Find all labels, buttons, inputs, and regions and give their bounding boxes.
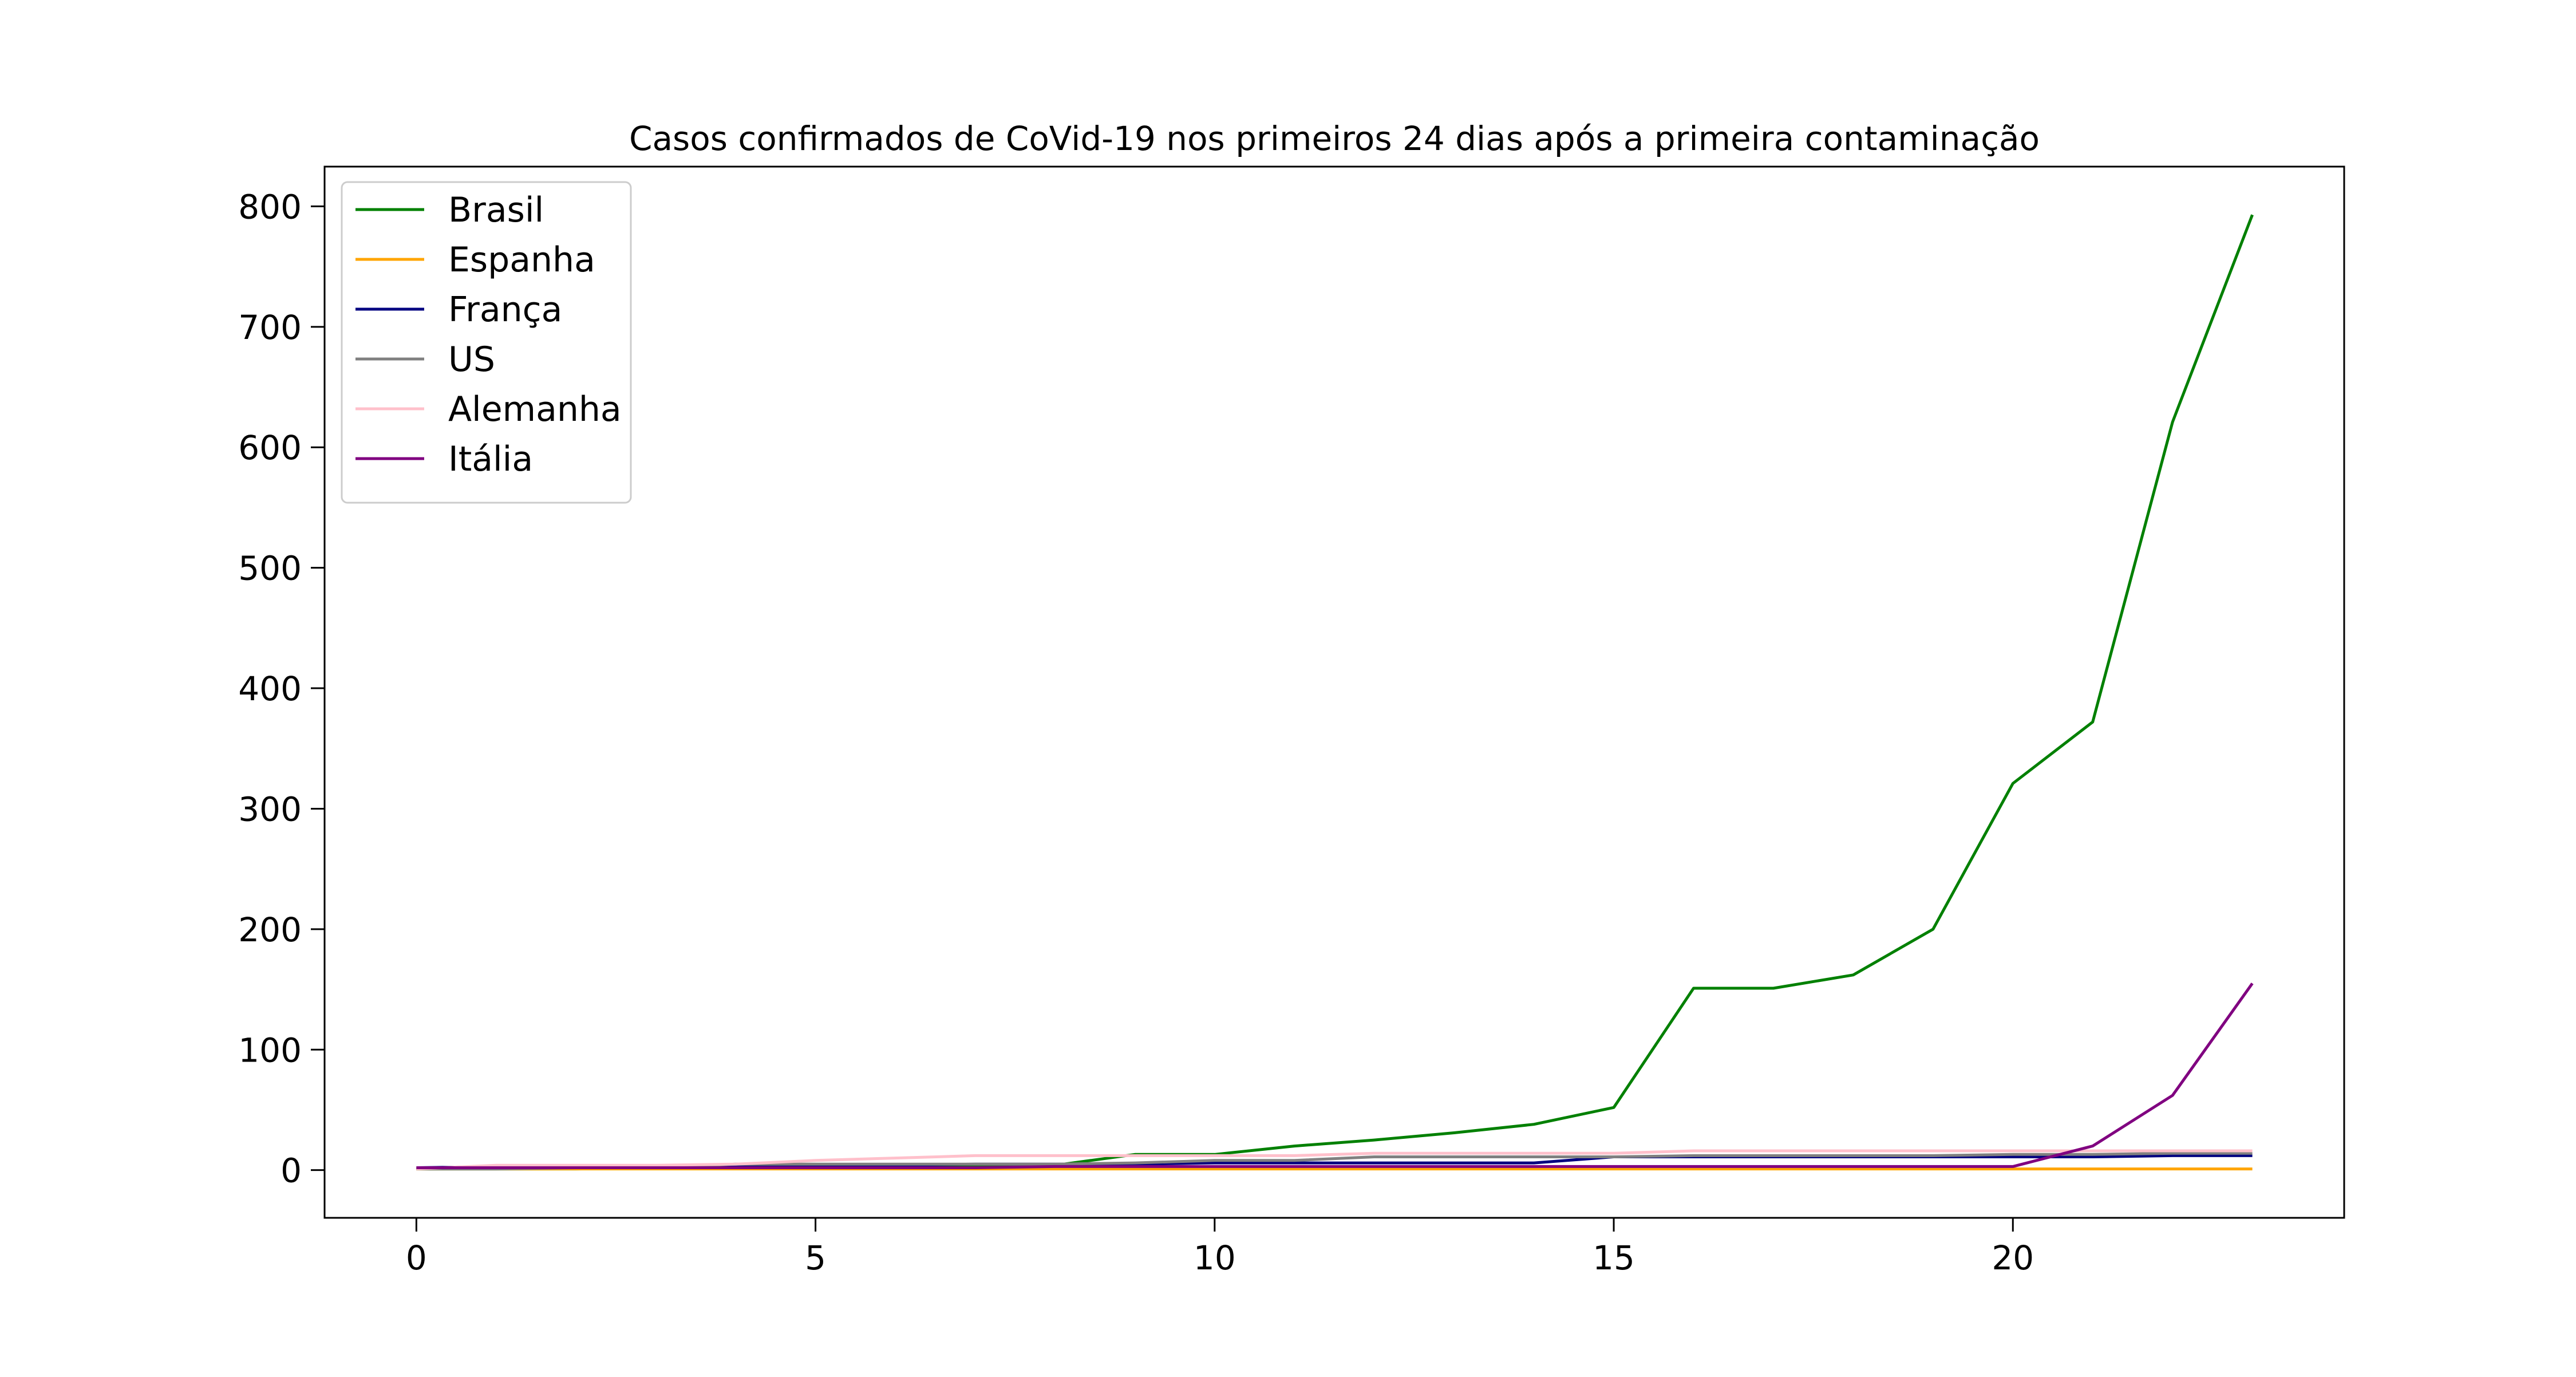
x-tick-label: 15 <box>1593 1238 1635 1277</box>
plot-area <box>416 214 2254 1171</box>
legend-entry: US <box>448 340 495 380</box>
y-tick-label: 500 <box>238 549 302 588</box>
y-tick-label: 0 <box>280 1151 302 1190</box>
y-tick-label: 200 <box>238 910 302 949</box>
x-axis: 0 5 10 15 20 <box>406 1218 2034 1277</box>
y-tick-label: 700 <box>238 308 302 347</box>
legend-entry: Espanha <box>448 240 595 280</box>
y-axis: 0 100 200 300 400 500 600 700 800 <box>238 187 325 1190</box>
chart-title: Casos confirmados de CoVid-19 nos primei… <box>629 119 2040 158</box>
legend-box <box>341 181 632 504</box>
x-tick-label: 5 <box>805 1238 826 1277</box>
x-tick-label: 10 <box>1194 1238 1236 1277</box>
y-tick-label: 400 <box>238 669 302 708</box>
y-tick-label: 600 <box>238 428 302 467</box>
legend: Brasil Espanha França US Alemanha Itália <box>341 181 632 504</box>
y-tick-label: 300 <box>238 790 302 828</box>
y-tick-label: 800 <box>238 187 302 226</box>
legend-entry: França <box>448 290 562 330</box>
x-tick-label: 20 <box>1992 1238 2034 1277</box>
legend-entry: Itália <box>448 439 533 479</box>
series-line-6 <box>416 983 2254 1169</box>
series-line-5 <box>416 1149 2253 1171</box>
y-tick-label: 100 <box>238 1031 302 1070</box>
axes-frame <box>323 165 2345 1219</box>
legend-entry: Alemanha <box>448 389 622 429</box>
legend-entry: Brasil <box>448 190 544 230</box>
x-tick-label: 0 <box>406 1238 427 1277</box>
